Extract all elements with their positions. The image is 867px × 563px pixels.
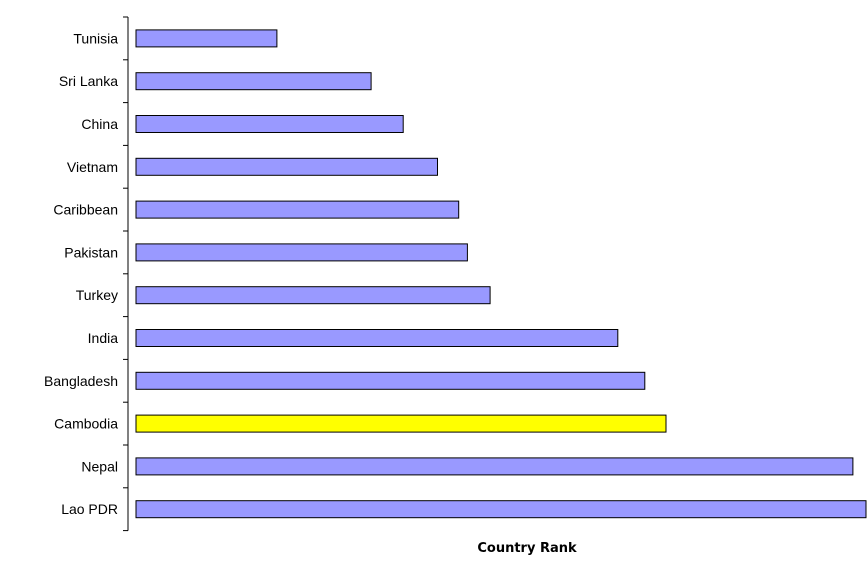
bar-nepal [135, 457, 854, 476]
bar-bangladesh [135, 371, 646, 390]
bar-tunisia [135, 29, 278, 48]
category-label-turkey: Turkey [76, 287, 118, 303]
bar-india [135, 329, 619, 347]
x-axis-title: Country Rank [477, 541, 577, 556]
category-label-india: India [88, 330, 119, 346]
category-label-pakistan: Pakistan [64, 244, 118, 260]
bar-turkey [135, 286, 491, 305]
category-label-china: China [81, 116, 118, 132]
category-label-nepal: Nepal [81, 458, 118, 474]
category-label-sri-lanka: Sri Lanka [59, 73, 118, 89]
bar-sri-lanka [135, 72, 372, 91]
bar-cambodia [135, 414, 667, 433]
category-label-vietnam: Vietnam [67, 159, 118, 175]
y-axis [123, 16, 129, 532]
category-label-bangladesh: Bangladesh [44, 373, 118, 389]
category-label-tunisia: Tunisia [73, 30, 118, 46]
bar-pakistan [135, 243, 468, 262]
category-label-cambodia: Cambodia [54, 416, 118, 432]
bar-china [135, 115, 404, 133]
bars-layer [135, 29, 867, 519]
bar-vietnam [135, 157, 438, 176]
category-label-lao-pdr: Lao PDR [61, 501, 118, 517]
bar-lao-pdr [135, 500, 867, 519]
category-labels: Tunisia Sri Lanka China Vietnam Caribbean Pak… [44, 30, 118, 517]
bar-caribbean [135, 200, 460, 219]
category-label-caribbean: Caribbean [53, 202, 118, 218]
